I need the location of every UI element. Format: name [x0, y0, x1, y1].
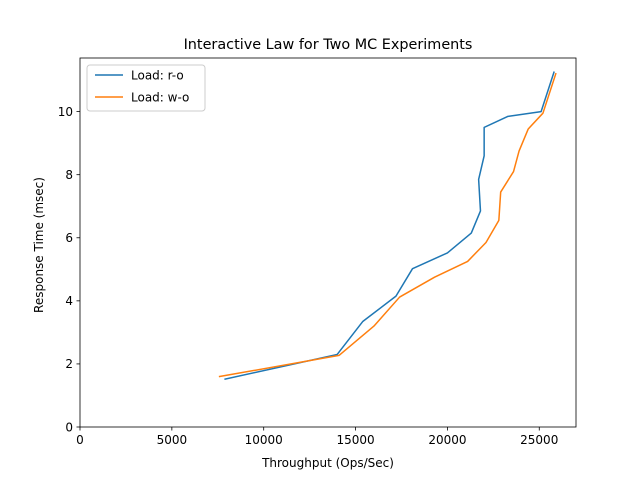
- x-axis-label: Throughput (Ops/Sec): [261, 456, 394, 470]
- y-tick-label: 4: [65, 294, 73, 308]
- axes-layer: 0 5000 10000 15000 20000 25000 0 2 4 6 8 10: [58, 57, 577, 447]
- y-axis-label: Response Time (msec): [32, 177, 46, 313]
- legend-label-2: Load: w-o: [131, 90, 189, 104]
- legend: Load: r-o Load: w-o: [86, 64, 206, 112]
- y-tick-label: 10: [58, 105, 73, 119]
- series-layer: [218, 71, 557, 380]
- legend-box: [86, 64, 206, 112]
- y-tick-label: 2: [65, 357, 73, 371]
- x-tick-label: 10000: [245, 433, 283, 447]
- x-tick-label: 25000: [520, 433, 558, 447]
- legend-label-1: Load: r-o: [131, 68, 184, 82]
- x-tick-label: 15000: [336, 433, 374, 447]
- y-tick-label: 0: [65, 420, 73, 434]
- x-tick-label: 5000: [157, 433, 188, 447]
- x-tick-label: 20000: [428, 433, 466, 447]
- y-tick-label: 8: [65, 168, 73, 182]
- series-line-2: [218, 72, 557, 378]
- series-line-1: [224, 71, 555, 380]
- y-tick-label: 6: [65, 231, 73, 245]
- x-tick-label: 0: [76, 433, 84, 447]
- chart-title: Interactive Law for Two MC Experiments: [184, 37, 473, 53]
- plot-frame: [79, 57, 577, 428]
